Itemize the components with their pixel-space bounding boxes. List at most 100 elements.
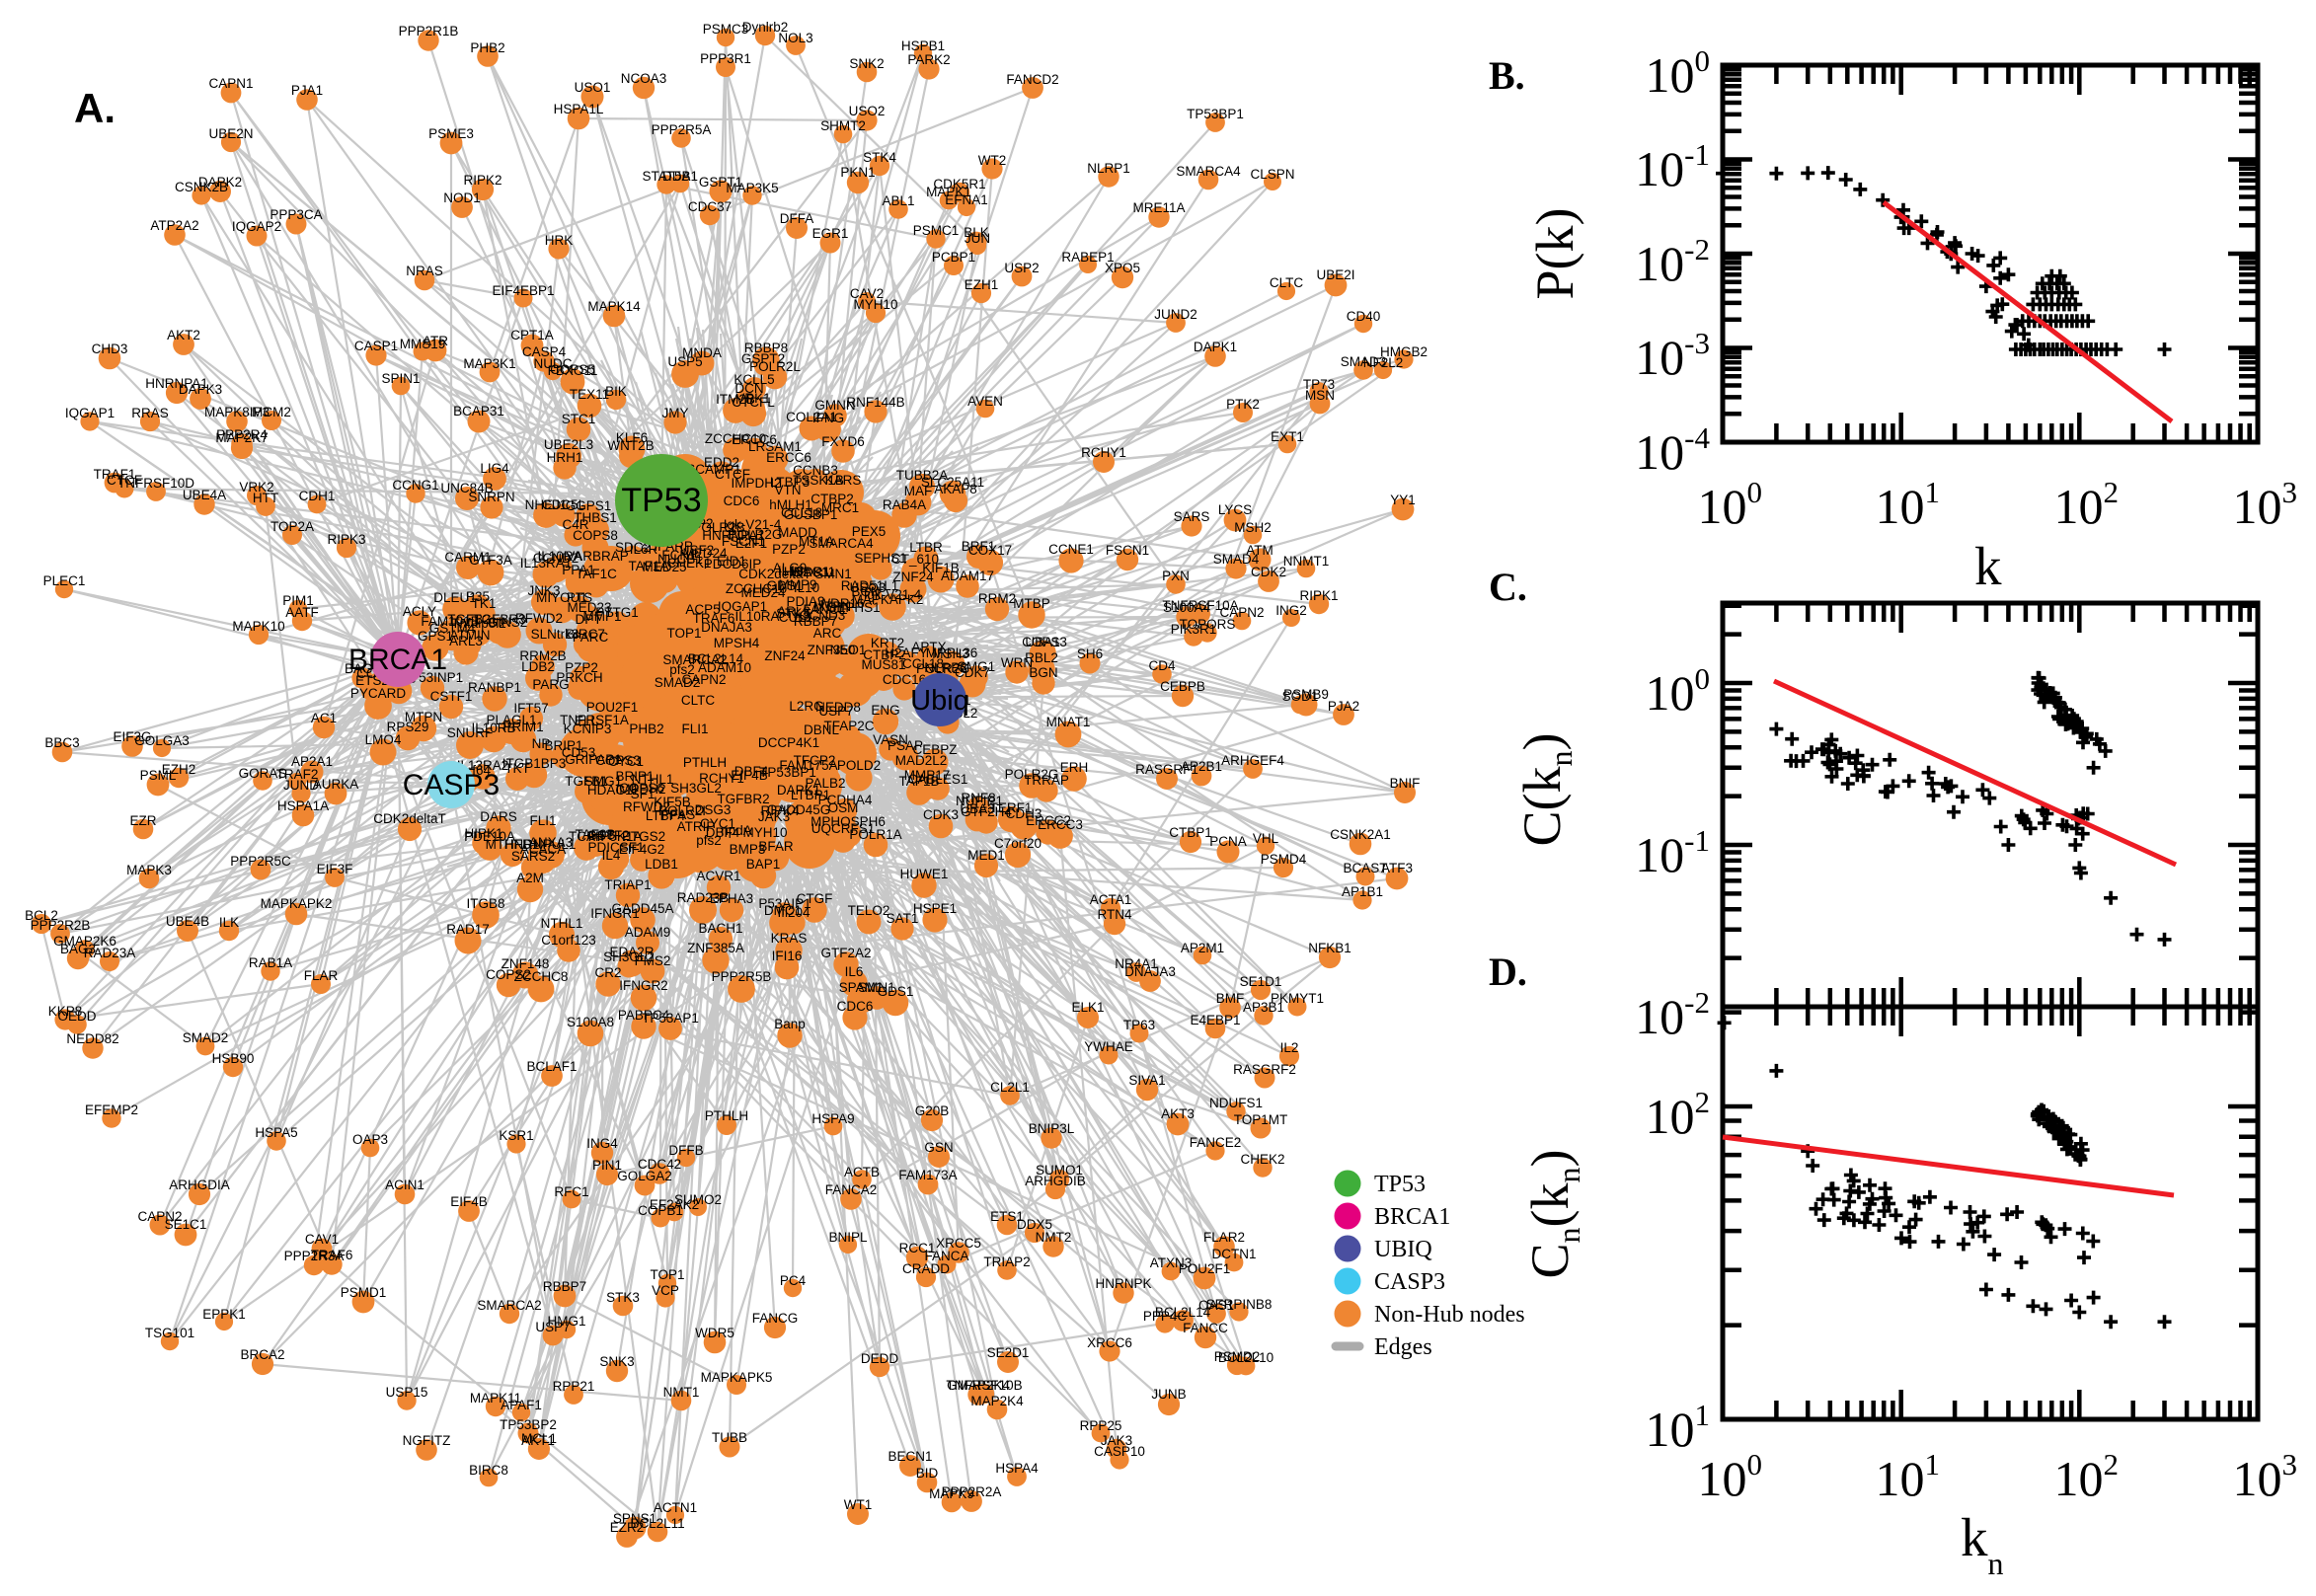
svg-text:SPAM1: SPAM1: [839, 980, 884, 995]
svg-text:IQGAP2: IQGAP2: [232, 219, 281, 234]
svg-text:TRAF6: TRAF6: [693, 611, 735, 626]
svg-text:DDB1: DDB1: [662, 169, 698, 184]
svg-text:GMAP2K6: GMAP2K6: [53, 934, 116, 949]
svg-text:C(kn): C(kn): [1512, 733, 1579, 847]
svg-text:HTT: HTT: [253, 491, 278, 505]
svg-text:DBF4: DBF4: [734, 764, 769, 779]
svg-text:CAPN2: CAPN2: [1219, 605, 1264, 620]
svg-text:GINS2: GINS2: [488, 615, 528, 630]
svg-text:CCND3: CCND3: [800, 608, 846, 623]
svg-text:AP2M1: AP2M1: [1181, 941, 1224, 955]
svg-text:PKMYT1: PKMYT1: [1271, 991, 1324, 1006]
svg-text:NNMT1: NNMT1: [1283, 554, 1330, 569]
svg-text:LDB1: LDB1: [645, 857, 678, 872]
svg-text:PPP2R2B: PPP2R2B: [31, 918, 91, 933]
svg-text:MMP9: MMP9: [778, 577, 816, 592]
svg-text:BIK: BIK: [605, 384, 627, 399]
svg-text:P53AIP1: P53AIP1: [758, 896, 811, 911]
svg-text:MAPKAPK2: MAPKAPK2: [852, 592, 924, 607]
svg-text:PDCD6IP: PDCD6IP: [704, 557, 762, 571]
svg-text:IL6: IL6: [845, 964, 864, 979]
svg-text:AP3B1: AP3B1: [1243, 1000, 1284, 1015]
svg-text:RAB1A: RAB1A: [249, 955, 292, 970]
svg-text:NOL3: NOL3: [778, 31, 812, 45]
svg-text:ZNF148: ZNF148: [502, 956, 550, 971]
svg-text:TAF1C: TAF1C: [576, 567, 617, 581]
svg-text:SEPHS1: SEPHS1: [827, 600, 880, 615]
svg-text:MAD2L2: MAD2L2: [895, 753, 948, 768]
svg-text:SE2D1: SE2D1: [987, 1345, 1030, 1360]
svg-text:CSNK2A1: CSNK2A1: [1330, 827, 1391, 842]
svg-text:ARL3: ARL3: [449, 634, 483, 648]
svg-text:CTBP2: CTBP2: [863, 647, 906, 662]
svg-text:DLEU1: DLEU1: [433, 590, 477, 605]
svg-text:PKN1: PKN1: [840, 165, 875, 180]
svg-text:PPP2R5C: PPP2R5C: [230, 854, 291, 869]
svg-text:IMPDH2: IMPDH2: [615, 782, 665, 797]
svg-text:SH6: SH6: [1077, 646, 1103, 661]
svg-text:IL10RA: IL10RA: [537, 549, 581, 564]
svg-text:PPP2R4: PPP2R4: [216, 427, 268, 442]
svg-text:UBA1: UBA1: [1025, 635, 1059, 649]
svg-text:TRIAP2: TRIAP2: [983, 1254, 1030, 1269]
svg-text:BRCA1: BRCA1: [1374, 1204, 1450, 1230]
svg-text:CTBP1: CTBP1: [1169, 825, 1212, 840]
svg-text:S100A8: S100A8: [567, 1015, 614, 1029]
svg-text:ACLY: ACLY: [403, 604, 436, 619]
svg-text:TUBB2A: TUBB2A: [896, 468, 949, 483]
svg-text:UBE2I: UBE2I: [1316, 267, 1354, 282]
svg-text:VARBRAP: VARBRAP: [566, 549, 629, 564]
svg-text:NDUFS1: NDUFS1: [1209, 1096, 1263, 1110]
svg-text:SNK3: SNK3: [599, 1354, 634, 1369]
svg-text:EIF4B: EIF4B: [731, 768, 768, 783]
svg-text:JAK3: JAK3: [1101, 1433, 1132, 1448]
svg-text:IQGAP1: IQGAP1: [65, 406, 115, 420]
svg-text:XRCC6: XRCC6: [1087, 1335, 1132, 1350]
svg-text:IL10: IL10: [794, 580, 819, 595]
svg-text:USO2: USO2: [849, 104, 886, 118]
svg-text:MSH2: MSH2: [1234, 520, 1272, 535]
svg-text:FLI1: FLI1: [529, 813, 556, 828]
svg-text:XPO5: XPO5: [1105, 261, 1140, 275]
svg-text:BNIP3L: BNIP3L: [1029, 1121, 1075, 1136]
svg-text:MAPK10: MAPK10: [232, 619, 284, 634]
svg-text:DFFA: DFFA: [780, 211, 814, 226]
svg-text:E4EBP1: E4EBP1: [1190, 1013, 1240, 1027]
svg-text:GOLGA2: GOLGA2: [617, 1169, 672, 1183]
svg-text:IL10RB: IL10RB: [471, 721, 515, 735]
svg-text:SMAD4: SMAD4: [1213, 552, 1260, 567]
svg-text:LTBP1: LTBP1: [791, 788, 830, 802]
svg-text:ELK1: ELK1: [1071, 1000, 1104, 1015]
svg-text:ACTA1: ACTA1: [1090, 892, 1132, 907]
svg-text:IL2: IL2: [1280, 1040, 1299, 1055]
svg-text:SMAD2: SMAD2: [183, 1030, 229, 1045]
svg-text:CCNE1: CCNE1: [1048, 542, 1094, 557]
svg-text:IMPDH2: IMPDH2: [731, 476, 781, 491]
svg-text:MMP17: MMP17: [904, 768, 951, 783]
svg-text:TNFRSF10B: TNFRSF10B: [946, 1378, 1022, 1393]
svg-text:BCAP31: BCAP31: [453, 404, 504, 418]
svg-text:CDH3: CDH3: [1006, 806, 1042, 821]
svg-text:HIPK1: HIPK1: [464, 826, 502, 841]
svg-text:HSB90: HSB90: [212, 1051, 255, 1066]
svg-text:DNAJA3: DNAJA3: [701, 620, 752, 635]
svg-text:WT1: WT1: [844, 1497, 873, 1512]
svg-text:TP53AP1: TP53AP1: [642, 1011, 699, 1026]
svg-text:PMS2: PMS2: [635, 953, 671, 968]
svg-text:CDC5L: CDC5L: [542, 497, 586, 512]
svg-text:PPA1: PPA1: [562, 563, 595, 577]
svg-text:JUND: JUND: [283, 778, 319, 793]
svg-text:JUNB: JUNB: [1151, 1387, 1186, 1402]
svg-text:RASGRF2: RASGRF2: [1233, 1062, 1296, 1077]
svg-text:CABLES1: CABLES1: [908, 772, 968, 787]
svg-text:CAV1: CAV1: [305, 1232, 339, 1247]
svg-text:DFFB: DFFB: [668, 1143, 703, 1158]
svg-text:USF2: USF2: [680, 543, 715, 558]
svg-text:GMNN: GMNN: [814, 398, 855, 413]
svg-text:D.: D.: [1489, 950, 1527, 994]
svg-text:PXN: PXN: [1162, 569, 1190, 583]
svg-text:ERH: ERH: [1060, 760, 1089, 775]
svg-text:AVEN: AVEN: [967, 394, 1003, 409]
svg-text:DAPK3: DAPK3: [179, 382, 222, 397]
svg-text:CDK7: CDK7: [955, 665, 990, 680]
